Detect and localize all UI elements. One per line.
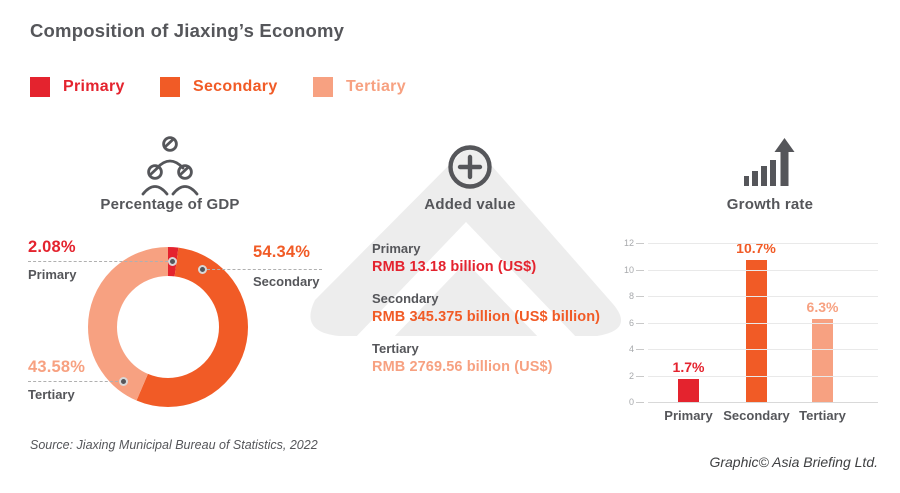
people-group-icon — [141, 136, 199, 196]
donut-value-primary: 2.08% — [28, 238, 76, 256]
donut-value-tertiary: 43.58% — [28, 358, 86, 376]
y-axis-label-12: 12 — [623, 238, 634, 248]
legend-swatch-primary — [30, 77, 50, 97]
x-axis-label-primary: Primary — [664, 408, 713, 423]
bar-column-primary: 1.7% — [673, 359, 704, 402]
gridline-6 — [648, 322, 878, 324]
legend-label-tertiary: Tertiary — [346, 78, 406, 95]
y-axis-tick-6 — [636, 322, 644, 324]
bar-value-tertiary: 6.3% — [806, 298, 839, 315]
bar-value-primary: 1.7% — [672, 359, 705, 376]
gridline-8 — [648, 296, 878, 297]
leader-line-secondary — [207, 269, 322, 270]
leader-dot-tertiary — [119, 377, 128, 386]
y-axis-tick-4 — [636, 349, 644, 350]
gridline-0 — [648, 402, 878, 403]
bar-tertiary — [812, 318, 833, 402]
y-axis-tick-8 — [636, 296, 644, 297]
added-value-label-primary: Primary — [372, 241, 421, 256]
y-axis-tick-12 — [636, 243, 644, 244]
bar-column-secondary: 10.7% — [736, 240, 776, 402]
leader-line-tertiary — [28, 381, 118, 382]
growth-chart-plot: 1.7% 10.7% 6.3% — [648, 240, 878, 403]
legend-swatch-tertiary — [313, 77, 333, 97]
credit-note: Graphic© Asia Briefing Ltd. — [709, 454, 878, 470]
y-axis-label-8: 8 — [628, 291, 634, 301]
x-axis-label-tertiary: Tertiary — [799, 408, 846, 423]
donut-label-primary: Primary — [28, 267, 77, 282]
added-value-amount-secondary: RMB 345.375 billion (US$ billion) — [372, 309, 601, 325]
bar-chart-up-arrow-icon — [744, 138, 795, 186]
donut-segment-secondary — [88, 247, 248, 407]
added-value-amount-primary: RMB 13.18 billion (US$) — [372, 259, 537, 275]
asia-briefing-watermark-icon — [310, 144, 622, 340]
y-axis-label-2: 2 — [628, 370, 634, 381]
legend-label-secondary: Secondary — [193, 78, 278, 95]
bar-value-secondary: 10.7% — [736, 240, 776, 257]
source-note: Source: Jiaxing Municipal Bureau of Stat… — [30, 438, 318, 452]
page-title: Composition of Jiaxing’s Economy — [30, 20, 345, 41]
leader-dot-secondary — [198, 265, 207, 274]
donut-label-tertiary: Tertiary — [28, 387, 75, 402]
y-axis-label-6: 6 — [628, 317, 634, 328]
growth-bar-chart: 1.7% 10.7% 6.3% Primary Secondary Tertia… — [620, 236, 882, 426]
added-value-amount-tertiary: RMB 2769.56 billion (US$) — [372, 359, 553, 375]
added-value-section-title: Added value — [424, 196, 516, 213]
gridline-12 — [648, 243, 878, 244]
gridline-10 — [648, 269, 878, 271]
gridline-4 — [648, 349, 878, 350]
added-value-label-secondary: Secondary — [372, 291, 439, 306]
legend-label-primary: Primary — [63, 78, 125, 95]
y-axis-label-10: 10 — [623, 264, 634, 275]
donut-value-secondary: 54.34% — [253, 243, 311, 261]
plus-circle-icon — [448, 145, 492, 189]
bar-secondary — [745, 260, 767, 402]
leader-line-primary — [28, 261, 168, 262]
legend-item-tertiary: Tertiary — [313, 77, 406, 97]
bar-primary — [678, 379, 699, 402]
leader-dot-primary — [168, 257, 177, 266]
x-axis-label-secondary: Secondary — [723, 408, 790, 423]
gdp-section-title: Percentage of GDP — [100, 196, 240, 213]
y-axis-tick-10 — [636, 269, 644, 271]
y-axis-label-4: 4 — [628, 344, 634, 354]
donut-label-secondary: Secondary — [253, 274, 320, 289]
legend-item-secondary: Secondary — [160, 77, 278, 97]
legend-swatch-secondary — [160, 77, 180, 97]
y-axis-label-0: 0 — [628, 397, 634, 407]
added-value-label-tertiary: Tertiary — [372, 341, 419, 356]
growth-section-title: Growth rate — [726, 196, 814, 213]
y-axis-tick-2 — [636, 375, 644, 377]
bar-column-tertiary: 6.3% — [807, 299, 838, 402]
gridline-2 — [648, 375, 878, 377]
y-axis-tick-0 — [636, 402, 644, 403]
legend-item-primary: Primary — [30, 77, 125, 97]
